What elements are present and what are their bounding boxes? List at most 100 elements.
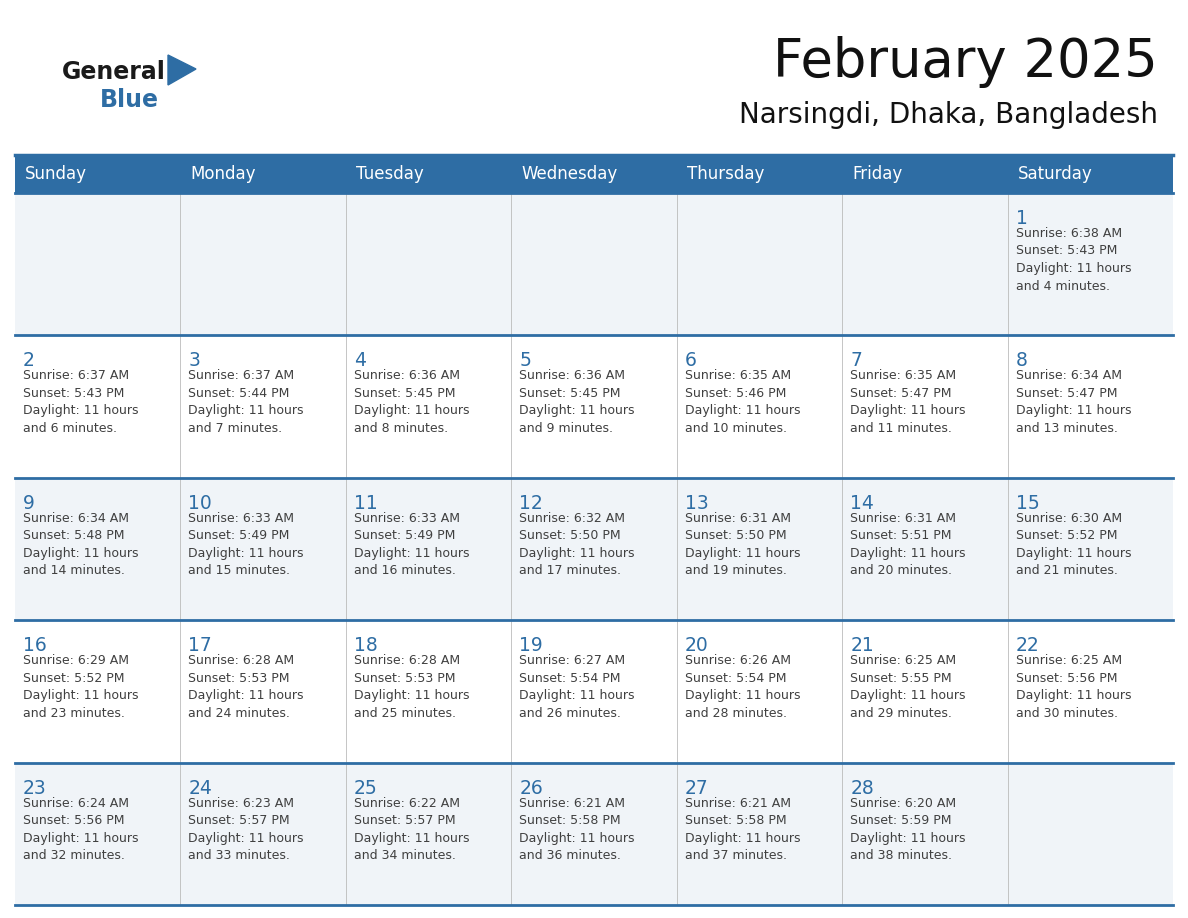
Text: Sunrise: 6:20 AM: Sunrise: 6:20 AM <box>851 797 956 810</box>
Text: and 16 minutes.: and 16 minutes. <box>354 565 456 577</box>
Bar <box>15 155 1173 193</box>
Text: 15: 15 <box>1016 494 1040 513</box>
Text: Tuesday: Tuesday <box>356 165 424 183</box>
Bar <box>15 193 1173 335</box>
Text: 24: 24 <box>189 778 213 798</box>
Text: Sunset: 5:58 PM: Sunset: 5:58 PM <box>684 814 786 827</box>
Text: Narsingdi, Dhaka, Bangladesh: Narsingdi, Dhaka, Bangladesh <box>739 101 1158 129</box>
Text: 27: 27 <box>684 778 708 798</box>
Text: 25: 25 <box>354 778 378 798</box>
Text: Thursday: Thursday <box>687 165 764 183</box>
Text: General: General <box>62 60 166 84</box>
Text: Daylight: 11 hours: Daylight: 11 hours <box>684 689 801 702</box>
Text: Sunrise: 6:30 AM: Sunrise: 6:30 AM <box>1016 512 1121 525</box>
Text: 7: 7 <box>851 352 862 370</box>
Text: and 6 minutes.: and 6 minutes. <box>23 422 116 435</box>
Text: Sunrise: 6:25 AM: Sunrise: 6:25 AM <box>1016 655 1121 667</box>
Text: and 9 minutes.: and 9 minutes. <box>519 422 613 435</box>
Text: Daylight: 11 hours: Daylight: 11 hours <box>23 547 139 560</box>
Bar <box>15 763 1173 905</box>
Text: and 37 minutes.: and 37 minutes. <box>684 849 786 862</box>
Text: Friday: Friday <box>852 165 903 183</box>
Text: Sunrise: 6:36 AM: Sunrise: 6:36 AM <box>354 369 460 383</box>
Text: 13: 13 <box>684 494 708 513</box>
Text: Sunset: 5:48 PM: Sunset: 5:48 PM <box>23 530 125 543</box>
Text: Sunset: 5:53 PM: Sunset: 5:53 PM <box>354 672 455 685</box>
Text: and 21 minutes.: and 21 minutes. <box>1016 565 1118 577</box>
Text: Daylight: 11 hours: Daylight: 11 hours <box>189 405 304 418</box>
Text: Sunset: 5:47 PM: Sunset: 5:47 PM <box>851 386 952 400</box>
Text: 1: 1 <box>1016 209 1028 228</box>
Text: Sunrise: 6:28 AM: Sunrise: 6:28 AM <box>354 655 460 667</box>
Text: Daylight: 11 hours: Daylight: 11 hours <box>189 689 304 702</box>
Text: Sunrise: 6:27 AM: Sunrise: 6:27 AM <box>519 655 625 667</box>
Text: Sunrise: 6:35 AM: Sunrise: 6:35 AM <box>851 369 956 383</box>
Bar <box>15 477 1173 621</box>
Text: Daylight: 11 hours: Daylight: 11 hours <box>23 689 139 702</box>
Text: 20: 20 <box>684 636 708 655</box>
Text: Sunrise: 6:23 AM: Sunrise: 6:23 AM <box>189 797 295 810</box>
Text: Daylight: 11 hours: Daylight: 11 hours <box>684 547 801 560</box>
Text: Daylight: 11 hours: Daylight: 11 hours <box>1016 405 1131 418</box>
Text: 17: 17 <box>189 636 213 655</box>
Text: Monday: Monday <box>190 165 255 183</box>
Text: 2: 2 <box>23 352 34 370</box>
Text: Saturday: Saturday <box>1018 165 1092 183</box>
Text: Sunset: 5:43 PM: Sunset: 5:43 PM <box>23 386 125 400</box>
Text: and 13 minutes.: and 13 minutes. <box>1016 422 1118 435</box>
Text: 9: 9 <box>23 494 34 513</box>
Text: Sunrise: 6:34 AM: Sunrise: 6:34 AM <box>23 512 129 525</box>
Text: Sunrise: 6:32 AM: Sunrise: 6:32 AM <box>519 512 625 525</box>
Text: Sunrise: 6:33 AM: Sunrise: 6:33 AM <box>354 512 460 525</box>
Text: and 15 minutes.: and 15 minutes. <box>189 565 290 577</box>
Text: Sunset: 5:51 PM: Sunset: 5:51 PM <box>851 530 952 543</box>
Text: 3: 3 <box>189 352 201 370</box>
Text: Sunrise: 6:22 AM: Sunrise: 6:22 AM <box>354 797 460 810</box>
Text: Daylight: 11 hours: Daylight: 11 hours <box>1016 689 1131 702</box>
Text: Sunrise: 6:29 AM: Sunrise: 6:29 AM <box>23 655 129 667</box>
Text: 28: 28 <box>851 778 874 798</box>
Text: Blue: Blue <box>100 88 159 112</box>
Text: Daylight: 11 hours: Daylight: 11 hours <box>23 832 139 845</box>
Text: Daylight: 11 hours: Daylight: 11 hours <box>354 832 469 845</box>
Text: 21: 21 <box>851 636 874 655</box>
Text: 19: 19 <box>519 636 543 655</box>
Text: Sunrise: 6:33 AM: Sunrise: 6:33 AM <box>189 512 295 525</box>
Text: 5: 5 <box>519 352 531 370</box>
Text: Sunset: 5:45 PM: Sunset: 5:45 PM <box>519 386 621 400</box>
Text: and 30 minutes.: and 30 minutes. <box>1016 707 1118 720</box>
Text: Daylight: 11 hours: Daylight: 11 hours <box>354 405 469 418</box>
Text: Sunset: 5:56 PM: Sunset: 5:56 PM <box>23 814 125 827</box>
Text: Sunset: 5:56 PM: Sunset: 5:56 PM <box>1016 672 1117 685</box>
Text: and 28 minutes.: and 28 minutes. <box>684 707 786 720</box>
Text: and 33 minutes.: and 33 minutes. <box>189 849 290 862</box>
Text: Sunset: 5:46 PM: Sunset: 5:46 PM <box>684 386 786 400</box>
Text: Daylight: 11 hours: Daylight: 11 hours <box>354 689 469 702</box>
Text: Sunrise: 6:38 AM: Sunrise: 6:38 AM <box>1016 227 1121 240</box>
Text: and 19 minutes.: and 19 minutes. <box>684 565 786 577</box>
Text: and 4 minutes.: and 4 minutes. <box>1016 279 1110 293</box>
Text: Daylight: 11 hours: Daylight: 11 hours <box>519 405 634 418</box>
Text: 11: 11 <box>354 494 378 513</box>
Text: 22: 22 <box>1016 636 1040 655</box>
Text: and 26 minutes.: and 26 minutes. <box>519 707 621 720</box>
Text: and 11 minutes.: and 11 minutes. <box>851 422 952 435</box>
Text: Sunrise: 6:36 AM: Sunrise: 6:36 AM <box>519 369 625 383</box>
Text: Daylight: 11 hours: Daylight: 11 hours <box>684 405 801 418</box>
Text: and 29 minutes.: and 29 minutes. <box>851 707 952 720</box>
Text: Sunset: 5:52 PM: Sunset: 5:52 PM <box>23 672 125 685</box>
Text: and 24 minutes.: and 24 minutes. <box>189 707 290 720</box>
Text: Sunset: 5:45 PM: Sunset: 5:45 PM <box>354 386 455 400</box>
Text: Daylight: 11 hours: Daylight: 11 hours <box>684 832 801 845</box>
Text: Wednesday: Wednesday <box>522 165 618 183</box>
Text: Sunset: 5:49 PM: Sunset: 5:49 PM <box>189 530 290 543</box>
Text: Sunrise: 6:35 AM: Sunrise: 6:35 AM <box>684 369 791 383</box>
Text: Sunset: 5:54 PM: Sunset: 5:54 PM <box>519 672 621 685</box>
Text: Sunrise: 6:34 AM: Sunrise: 6:34 AM <box>1016 369 1121 383</box>
Text: Sunset: 5:52 PM: Sunset: 5:52 PM <box>1016 530 1117 543</box>
Text: Sunset: 5:59 PM: Sunset: 5:59 PM <box>851 814 952 827</box>
Text: Sunset: 5:44 PM: Sunset: 5:44 PM <box>189 386 290 400</box>
Text: Sunset: 5:49 PM: Sunset: 5:49 PM <box>354 530 455 543</box>
Text: and 8 minutes.: and 8 minutes. <box>354 422 448 435</box>
Text: Sunset: 5:50 PM: Sunset: 5:50 PM <box>519 530 621 543</box>
